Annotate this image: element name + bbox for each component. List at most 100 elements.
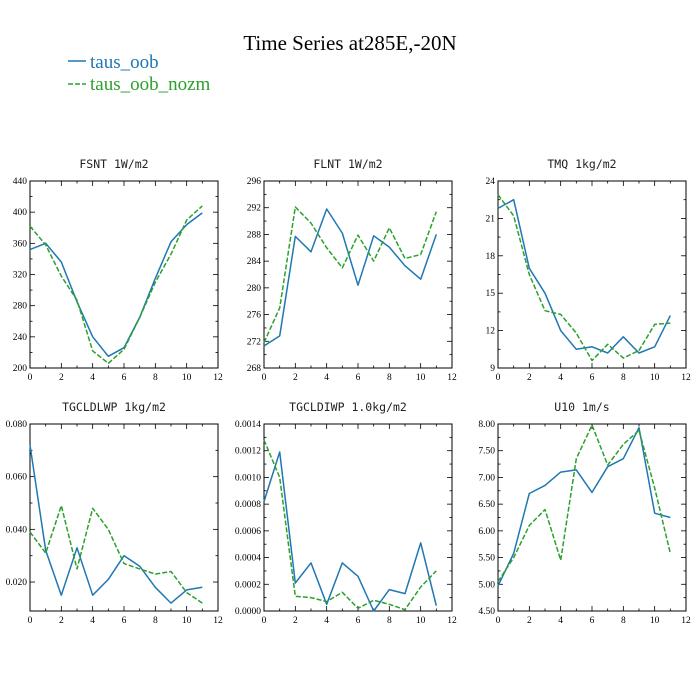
x-tick-label: 0 xyxy=(262,373,267,383)
x-tick-label: 4 xyxy=(324,616,329,626)
y-tick-label: 0.0010 xyxy=(235,473,261,483)
x-tick-label: 0 xyxy=(496,373,501,383)
panel-title: TGCLDLWP 1kg/m2 xyxy=(62,400,166,414)
series-line-taus-oob-nozm xyxy=(263,439,437,611)
x-tick-label: 12 xyxy=(213,373,223,383)
figure-title: Time Series at285E,-20N xyxy=(243,31,456,55)
y-tick-label: 24 xyxy=(486,177,496,187)
panel-2: FLNT 1W/m2 0 2 4 6 8 10 12 268 272 276 280 284 288 292… xyxy=(247,157,457,383)
x-tick-label: 6 xyxy=(122,616,127,626)
x-tick-label: 2 xyxy=(293,373,298,383)
y-tick-label: 440 xyxy=(13,177,28,187)
y-tick-label: 0.0008 xyxy=(235,500,261,510)
series-line-taus-oob xyxy=(497,426,671,587)
y-tick-label: 276 xyxy=(247,311,262,321)
y-tick-label: 21 xyxy=(486,214,496,224)
x-tick-label: 6 xyxy=(590,616,595,626)
y-tick-label: 292 xyxy=(247,204,262,214)
x-tick-label: 10 xyxy=(650,373,660,383)
series-line-taus-oob-nozm xyxy=(29,205,203,365)
y-tick-label: 5.00 xyxy=(478,580,495,590)
series-line-taus-oob-nozm xyxy=(263,206,438,343)
x-tick-label: 2 xyxy=(59,373,64,383)
y-tick-label: 240 xyxy=(13,333,28,343)
legend: taus_oob taus_oob_nozm xyxy=(68,52,211,95)
y-tick-label: 12 xyxy=(486,327,496,337)
x-tick-label: 4 xyxy=(90,616,95,626)
x-tick-label: 8 xyxy=(153,373,158,383)
plot-frame xyxy=(29,180,219,369)
x-tick-label: 10 xyxy=(182,616,192,626)
x-tick-label: 8 xyxy=(387,373,392,383)
y-tick-label: 18 xyxy=(486,252,496,262)
y-tick-label: 400 xyxy=(13,208,28,218)
y-tick-label: 272 xyxy=(247,337,262,347)
y-tick-label: 0.0014 xyxy=(235,420,261,430)
y-tick-label: 296 xyxy=(247,177,262,187)
y-tick-label: 5.50 xyxy=(478,554,495,564)
x-tick-label: 0 xyxy=(496,616,501,626)
panel-title: TGCLDIWP 1.0kg/m2 xyxy=(289,400,407,414)
plot-frame xyxy=(29,423,219,612)
series-line-taus-oob xyxy=(29,212,203,358)
x-tick-label: 8 xyxy=(621,373,626,383)
y-tick-label: 6.00 xyxy=(478,527,495,537)
panel-4: TGCLDLWP 1kg/m2 0 2 4 6 8 10 12 0.020 0.040 0.060 0… xyxy=(6,400,223,626)
y-tick-label: 9 xyxy=(490,364,495,374)
x-tick-label: 8 xyxy=(387,616,392,626)
x-tick-label: 12 xyxy=(681,616,691,626)
x-tick-label: 4 xyxy=(558,373,563,383)
plot-frame xyxy=(263,180,453,369)
x-tick-label: 2 xyxy=(527,616,532,626)
y-tick-label: 4.50 xyxy=(478,607,495,617)
y-tick-label: 7.00 xyxy=(478,473,495,483)
y-tick-label: 288 xyxy=(247,230,262,240)
y-tick-label: 7.50 xyxy=(478,447,495,457)
y-tick-label: 360 xyxy=(13,239,28,249)
y-tick-label: 0.0004 xyxy=(235,554,261,564)
series-line-taus-oob xyxy=(29,444,203,604)
y-tick-label: 280 xyxy=(13,302,28,312)
y-tick-label: 6.50 xyxy=(478,500,495,510)
x-tick-label: 6 xyxy=(356,616,361,626)
y-tick-label: 0.0000 xyxy=(235,607,261,617)
x-tick-label: 2 xyxy=(59,616,64,626)
plot-frame xyxy=(497,423,687,612)
panel-title: U10 1m/s xyxy=(554,400,609,414)
y-tick-label: 284 xyxy=(247,257,262,267)
series-line-taus-oob xyxy=(497,198,671,354)
x-tick-label: 10 xyxy=(182,373,192,383)
y-tick-label: 0.020 xyxy=(6,578,28,588)
x-tick-label: 4 xyxy=(324,373,329,383)
y-tick-label: 0.0012 xyxy=(235,447,261,457)
panel-1: FSNT 1W/m2 0 2 4 6 8 10 12 200 240 280 320 360 400 440 xyxy=(13,157,223,383)
x-tick-label: 8 xyxy=(153,616,158,626)
y-tick-label: 0.040 xyxy=(6,525,28,535)
x-tick-label: 2 xyxy=(293,616,298,626)
x-tick-label: 12 xyxy=(681,373,691,383)
x-tick-label: 10 xyxy=(416,616,426,626)
y-tick-label: 200 xyxy=(13,364,28,374)
series-line-taus-oob-nozm xyxy=(29,504,203,604)
y-tick-label: 0.0002 xyxy=(235,580,261,590)
x-tick-label: 0 xyxy=(262,616,267,626)
y-tick-label: 268 xyxy=(247,364,262,374)
x-tick-label: 6 xyxy=(590,373,595,383)
y-tick-label: 15 xyxy=(486,289,496,299)
legend-label-taus-oob: taus_oob xyxy=(90,52,159,73)
series-line-taus-oob xyxy=(263,451,438,612)
legend-label-taus-oob-nozm: taus_oob_nozm xyxy=(90,74,211,95)
x-tick-label: 10 xyxy=(650,616,660,626)
panel-title: TMQ 1kg/m2 xyxy=(547,157,616,171)
x-tick-label: 12 xyxy=(447,373,457,383)
panel-grid: FSNT 1W/m20 2 4 6 8 10 12200240280320360400440… xyxy=(6,157,691,626)
x-tick-label: 2 xyxy=(527,373,532,383)
x-tick-label: 4 xyxy=(90,373,95,383)
series-line-taus-oob xyxy=(263,208,438,347)
panel-title: FSNT 1W/m2 xyxy=(79,157,148,171)
panel-title: FLNT 1W/m2 xyxy=(313,157,382,171)
x-tick-label: 0 xyxy=(28,616,33,626)
y-tick-label: 0.0006 xyxy=(235,527,261,537)
